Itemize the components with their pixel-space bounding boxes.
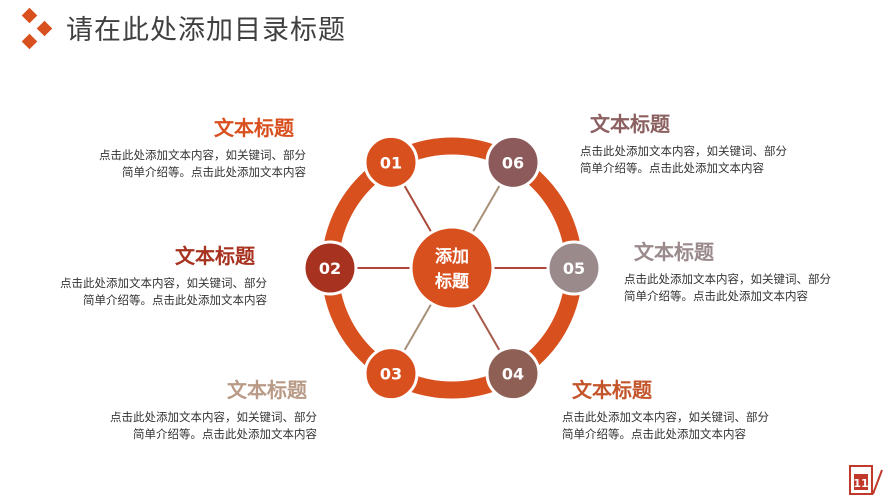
- node-01: [363, 134, 419, 190]
- item-desc-line2: 简单介绍等。点击此处添加文本内容: [624, 289, 808, 303]
- item-title: 文本标题: [227, 378, 307, 402]
- item-title: 文本标题: [590, 112, 670, 136]
- item-desc-line1: 点击此处添加文本内容，如关键词、部分: [624, 272, 831, 286]
- item-desc-line1: 点击此处添加文本内容，如关键词、部分: [99, 148, 306, 162]
- item-02: 文本标题 点击此处添加文本内容，如关键词、部分 简单介绍等。点击此处添加文本内容: [0, 240, 267, 309]
- center-line2: 标题: [435, 271, 470, 292]
- item-desc-line2: 简单介绍等。点击此处添加文本内容: [133, 427, 317, 441]
- page-title: 请在此处添加目录标题: [66, 15, 346, 46]
- svg-text:11: 11: [853, 477, 868, 490]
- item-desc-line2: 简单介绍等。点击此处添加文本内容: [580, 161, 764, 175]
- node-number: 02: [319, 259, 341, 278]
- item-title: 文本标题: [634, 240, 714, 264]
- node-number: 04: [502, 365, 524, 384]
- item-05: 文本标题 点击此处添加文本内容，如关键词、部分 简单介绍等。点击此处添加文本内容: [624, 236, 895, 305]
- item-desc-line2: 简单介绍等。点击此处添加文本内容: [122, 165, 306, 179]
- node-number: 01: [380, 153, 402, 172]
- item-title: 文本标题: [572, 378, 652, 402]
- node-02: [302, 240, 358, 296]
- item-desc-line1: 点击此处添加文本内容，如关键词、部分: [562, 410, 769, 424]
- node-number: 05: [563, 259, 585, 278]
- item-desc-line1: 点击此处添加文本内容，如关键词、部分: [60, 276, 267, 290]
- center-circle: [409, 225, 495, 311]
- node-03: [363, 346, 419, 402]
- node-06: [485, 134, 541, 190]
- item-desc-line1: 点击此处添加文本内容，如关键词、部分: [580, 144, 787, 158]
- calendar-icon: 11: [849, 465, 883, 495]
- center-line1: 添加: [435, 246, 469, 267]
- node-number: 03: [380, 365, 402, 384]
- item-desc-line2: 简单介绍等。点击此处添加文本内容: [562, 427, 746, 441]
- item-04: 文本标题 点击此处添加文本内容，如关键词、部分 简单介绍等。点击此处添加文本内容: [562, 374, 852, 443]
- item-06: 文本标题 点击此处添加文本内容，如关键词、部分 简单介绍等。点击此处添加文本内容: [580, 108, 870, 177]
- item-desc-line2: 简单介绍等。点击此处添加文本内容: [83, 293, 267, 307]
- item-title: 文本标题: [175, 244, 255, 268]
- item-title: 文本标题: [214, 116, 294, 140]
- node-05: [546, 240, 602, 296]
- node-04: [485, 346, 541, 402]
- logo-diamond-icon: [21, 7, 53, 50]
- node-number: 06: [502, 153, 524, 172]
- item-03: 文本标题 点击此处添加文本内容，如关键词、部分 简单介绍等。点击此处添加文本内容: [27, 374, 317, 443]
- item-01: 文本标题 点击此处添加文本内容，如关键词、部分 简单介绍等。点击此处添加文本内容: [16, 112, 306, 181]
- item-desc-line1: 点击此处添加文本内容，如关键词、部分: [110, 410, 317, 424]
